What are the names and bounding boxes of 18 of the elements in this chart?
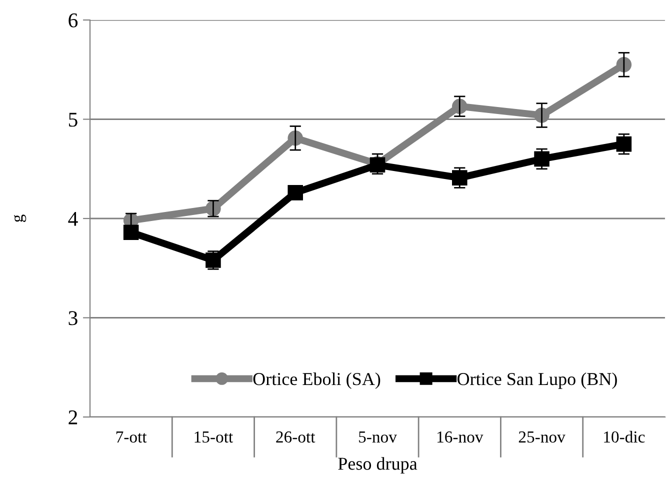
point xyxy=(534,151,550,167)
x-tick-label: 16-nov xyxy=(438,431,484,443)
legend-label: Ortice Eboli (SA) xyxy=(253,372,380,389)
y-tick-label: 6 xyxy=(68,13,78,28)
y-tick-label: 2 xyxy=(68,410,78,424)
x-tick-label: 25-nov xyxy=(518,431,566,443)
point xyxy=(452,170,468,186)
y-axis-title: g xyxy=(14,214,26,222)
y-tick-label: 4 xyxy=(68,212,78,226)
x-tick-label: 5-nov xyxy=(359,432,397,443)
legend-label: Ortice San Lupo (BN) xyxy=(458,372,617,389)
x-axis-title: Peso drupa xyxy=(338,457,418,474)
x-tick-label: 10-dic xyxy=(604,430,645,443)
y-tick-label: 5 xyxy=(68,112,78,127)
x-tick-label: 7-ott xyxy=(116,432,147,443)
x-tick-label: 26-ott xyxy=(276,431,316,443)
x-tick-label: 15-ott xyxy=(194,431,234,443)
y-tick-label: 3 xyxy=(68,311,78,326)
